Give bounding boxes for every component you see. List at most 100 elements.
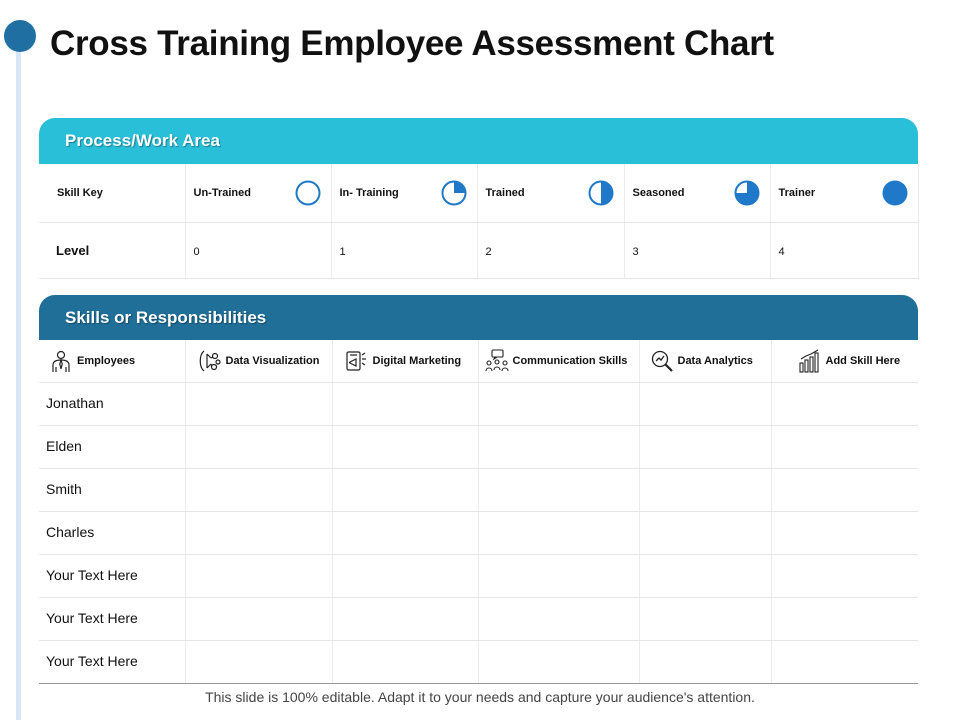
employee-name: Your Text Here — [46, 653, 138, 669]
skill-rating-cell[interactable] — [332, 640, 479, 684]
table-row: Your Text Here — [39, 554, 918, 598]
skill-rating-cell[interactable] — [332, 511, 479, 555]
employee-name: Your Text Here — [46, 567, 138, 583]
table-row: Charles — [39, 511, 918, 555]
process-header-bar: Process/Work Area — [39, 118, 918, 164]
table-row: Elden — [39, 425, 918, 469]
level-row: Level 0 1 2 3 4 — [39, 222, 919, 279]
level-key-cell: In- Training — [331, 164, 478, 223]
employee-cell[interactable]: Charles — [39, 511, 186, 555]
column-header: Add Skill Here — [771, 340, 918, 383]
column-label: Add Skill Here — [825, 355, 901, 367]
skill-rating-cell[interactable] — [771, 640, 918, 684]
skill-rating-cell[interactable] — [185, 640, 333, 684]
level-value: 2 — [485, 245, 492, 258]
level-value: 1 — [339, 245, 346, 258]
skill-rating-cell[interactable] — [478, 468, 640, 512]
quarter-circle-icon — [441, 180, 466, 206]
skills-header-row: Employees Data Visualization Digital Mar… — [39, 340, 918, 383]
level-key-cell: Trained — [477, 164, 625, 223]
skill-rating-cell[interactable] — [185, 468, 333, 512]
skill-rating-cell[interactable] — [639, 468, 772, 512]
skill-rating-cell[interactable] — [639, 554, 772, 598]
column-header: Employees — [39, 340, 186, 383]
skill-rating-cell[interactable] — [185, 382, 333, 426]
skill-rating-cell[interactable] — [332, 468, 479, 512]
column-label: Digital Marketing — [372, 355, 462, 367]
column-label: Data Analytics — [677, 355, 753, 367]
skill-rating-cell[interactable] — [771, 468, 918, 512]
level-name-trainer: Trainer — [778, 187, 816, 199]
skill-rating-cell[interactable] — [478, 425, 640, 469]
column-header: Data Visualization — [185, 340, 333, 383]
column-label: Employees — [77, 355, 136, 367]
skill-rating-cell[interactable] — [332, 425, 479, 469]
skill-rating-cell[interactable] — [639, 382, 772, 426]
level-name-trained: Trained — [485, 187, 525, 199]
skill-rating-cell[interactable] — [478, 554, 640, 598]
level-key-cell: Seasoned — [624, 164, 771, 223]
footer-note: This slide is 100% editable. Adapt it to… — [205, 689, 755, 705]
skill-key-table: Skill Key Un-Trained In- Training Traine… — [39, 164, 919, 279]
skill-key-label: Skill Key — [57, 187, 103, 199]
employee-cell[interactable]: Your Text Here — [39, 597, 186, 641]
column-label: Communication Skills — [512, 355, 628, 367]
employee-name: Elden — [46, 438, 82, 454]
skill-rating-cell[interactable] — [478, 640, 640, 684]
employee-name: Charles — [46, 524, 95, 540]
level-name-in-training: In- Training — [339, 187, 399, 199]
skill-rating-cell[interactable] — [639, 597, 772, 641]
skill-key-row: Skill Key Un-Trained In- Training Traine… — [39, 164, 919, 223]
page-title: Cross Training Employee Assessment Chart — [50, 24, 774, 63]
half-circle-icon — [588, 180, 613, 206]
employee-name: Your Text Here — [46, 610, 138, 626]
digital-marketing-icon — [345, 351, 366, 371]
employee-cell[interactable]: Jonathan — [39, 382, 186, 426]
skill-key-cell: Skill Key — [39, 164, 186, 223]
skill-rating-cell[interactable] — [332, 554, 479, 598]
table-row: Jonathan — [39, 382, 918, 426]
skill-rating-cell[interactable] — [771, 554, 918, 598]
skill-rating-cell[interactable] — [478, 597, 640, 641]
level-key-cell: Trainer — [770, 164, 919, 223]
level-label-cell: Level — [39, 222, 186, 279]
skill-rating-cell[interactable] — [332, 597, 479, 641]
level-value: 0 — [193, 245, 200, 258]
level-name-untrained: Un-Trained — [193, 187, 251, 199]
table-row: Your Text Here — [39, 640, 918, 684]
decorative-dot — [4, 20, 36, 52]
skill-rating-cell[interactable] — [771, 597, 918, 641]
skill-rating-cell[interactable] — [639, 425, 772, 469]
skill-rating-cell[interactable] — [478, 511, 640, 555]
decorative-line — [16, 40, 21, 720]
skill-rating-cell[interactable] — [771, 511, 918, 555]
employee-icon — [52, 350, 70, 372]
employee-name: Smith — [46, 481, 82, 497]
skill-rating-cell[interactable] — [185, 425, 333, 469]
bar-chart-icon — [798, 349, 819, 373]
skill-rating-cell[interactable] — [771, 382, 918, 426]
skill-rating-cell[interactable] — [185, 597, 333, 641]
table-row: Your Text Here — [39, 597, 918, 641]
data-analytics-icon — [651, 350, 673, 372]
three-quarter-circle-icon — [734, 180, 759, 206]
communication-icon — [484, 349, 509, 372]
skill-rating-cell[interactable] — [639, 640, 772, 684]
skill-rating-cell[interactable] — [185, 554, 333, 598]
skill-rating-cell[interactable] — [771, 425, 918, 469]
level-label: Level — [56, 242, 90, 258]
employee-cell[interactable]: Your Text Here — [39, 554, 186, 598]
table-row: Smith — [39, 468, 918, 512]
skill-rating-cell[interactable] — [639, 511, 772, 555]
skill-rating-cell[interactable] — [332, 382, 479, 426]
column-label: Data Visualization — [225, 355, 320, 367]
employee-cell[interactable]: Smith — [39, 468, 186, 512]
employee-cell[interactable]: Elden — [39, 425, 186, 469]
employee-cell[interactable]: Your Text Here — [39, 640, 186, 684]
full-circle-icon — [882, 180, 907, 206]
employee-name: Jonathan — [46, 395, 104, 411]
skill-rating-cell[interactable] — [185, 511, 333, 555]
skill-rating-cell[interactable] — [478, 382, 640, 426]
skills-header-bar: Skills or Responsibilities — [39, 295, 918, 340]
empty-circle-icon — [295, 180, 320, 206]
